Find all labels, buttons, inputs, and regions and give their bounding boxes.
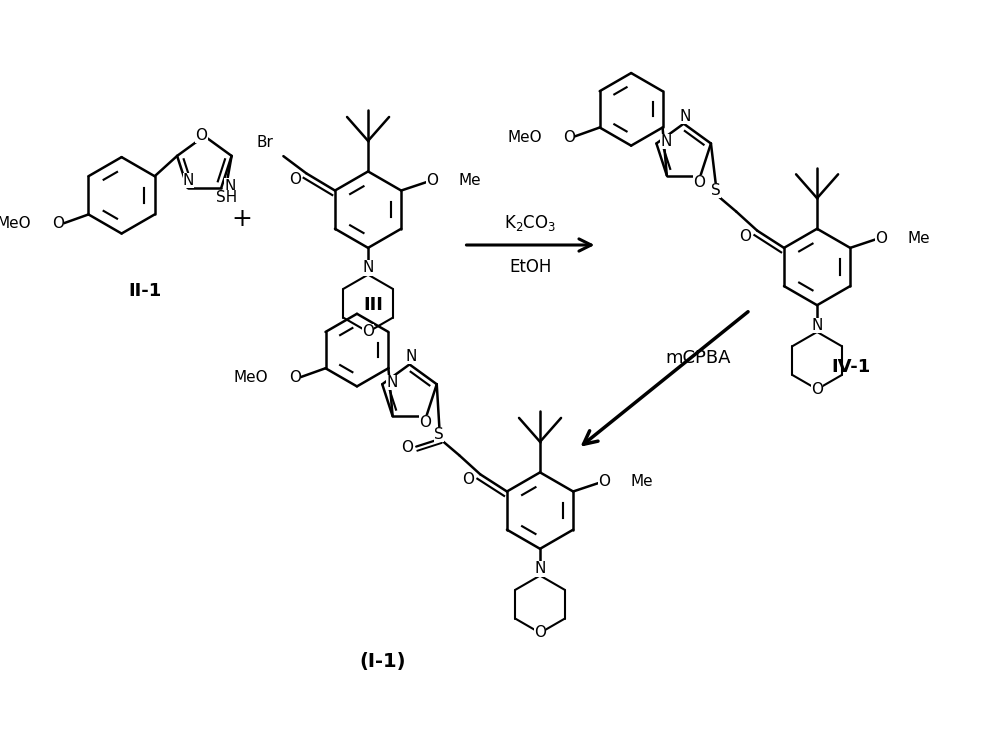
- Text: Me: Me: [908, 231, 930, 246]
- Text: N: N: [362, 261, 374, 276]
- Text: K$_2$CO$_3$: K$_2$CO$_3$: [504, 213, 557, 233]
- Text: O: O: [426, 173, 438, 188]
- Text: MeO: MeO: [0, 217, 31, 232]
- Text: O: O: [875, 231, 887, 246]
- Text: O: O: [401, 440, 413, 455]
- Text: MeO: MeO: [234, 371, 268, 385]
- Text: IV-1: IV-1: [831, 359, 870, 376]
- Text: Br: Br: [257, 135, 274, 150]
- Text: N: N: [534, 562, 546, 577]
- Text: N: N: [386, 375, 397, 390]
- Text: O: O: [462, 472, 474, 487]
- Text: III: III: [363, 297, 383, 314]
- Text: O: O: [534, 625, 546, 640]
- Text: O: O: [52, 217, 64, 232]
- Text: O: O: [739, 229, 751, 244]
- Text: EtOH: EtOH: [509, 258, 552, 276]
- Text: SH: SH: [216, 190, 237, 205]
- Text: N: N: [183, 173, 194, 187]
- Text: O: O: [289, 172, 301, 187]
- Text: O: O: [694, 175, 706, 190]
- Text: mCPBA: mCPBA: [665, 349, 730, 367]
- Text: O: O: [195, 128, 207, 143]
- Text: (I-1): (I-1): [359, 652, 406, 671]
- Text: N: N: [680, 108, 691, 123]
- Text: O: O: [289, 371, 301, 385]
- Text: Me: Me: [630, 474, 653, 489]
- Text: S: S: [711, 183, 721, 198]
- Text: II-1: II-1: [129, 282, 162, 300]
- Text: +: +: [232, 207, 252, 232]
- Text: O: O: [811, 382, 823, 397]
- Text: O: O: [419, 415, 431, 430]
- Text: Me: Me: [458, 173, 481, 188]
- Text: O: O: [598, 474, 610, 489]
- Text: S: S: [434, 427, 444, 441]
- Text: N: N: [811, 317, 823, 332]
- Text: O: O: [362, 324, 374, 339]
- Text: N: N: [660, 134, 672, 149]
- Text: O: O: [563, 129, 575, 145]
- Text: N: N: [224, 179, 235, 193]
- Text: MeO: MeO: [508, 129, 542, 145]
- Text: N: N: [406, 350, 417, 365]
